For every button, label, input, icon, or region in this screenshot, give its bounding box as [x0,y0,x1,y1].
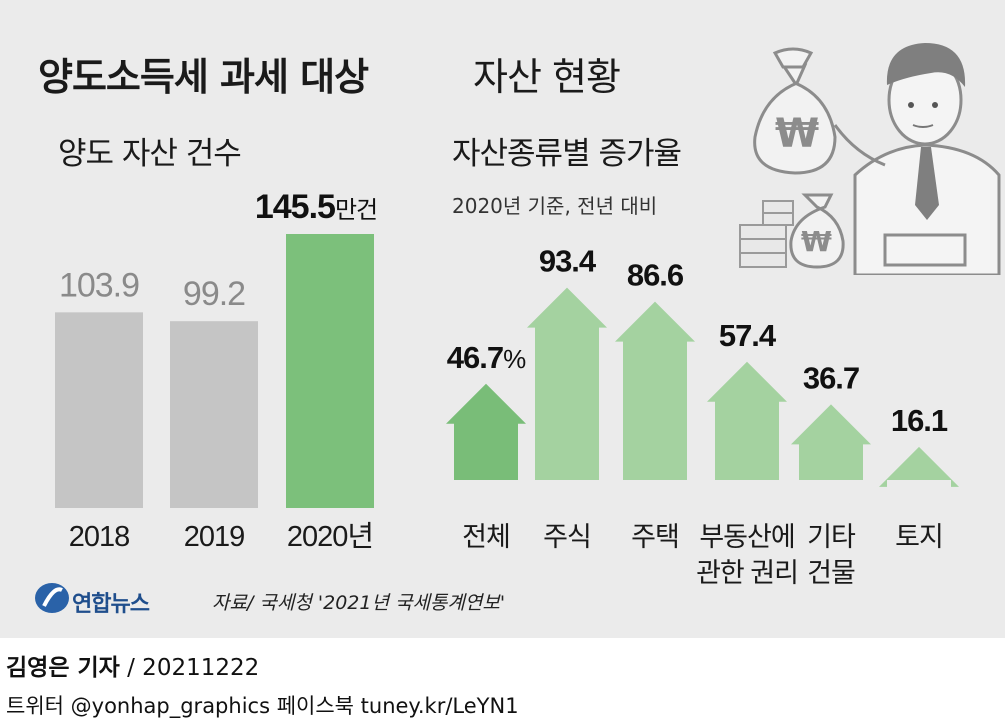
social-links: 트위터 @yonhap_graphics 페이스북 tuney.kr/LeYN1 [6,694,519,718]
category-label: 기타 [807,522,856,552]
arrow-bar-기타 건물 [791,404,871,480]
arrow-bar-부동산에 관한 권리 [707,361,787,480]
percent-sign: % [503,344,526,374]
right-panel-note: 2020년 기준, 전년 대비 [452,194,658,218]
won-sign-small: ₩ [801,225,832,258]
arrow-value-label: 46.7% [447,340,526,375]
bar-value-label: 103.9 [59,266,139,304]
value-unit: 만건 [335,197,377,224]
bar-2018 [55,312,143,508]
charts-canvas: 103.9 2018 99.2 2019 145.5만건 2020년 46.7% 전체 93.… [55,188,959,588]
category-label: 부동산에 [699,522,794,552]
won-sign-large: ₩ [775,111,819,157]
category-label: 주식 [543,522,591,552]
category-label: 2019 [184,521,245,553]
arrow-value-label: 57.4 [719,318,777,353]
publish-date: / 20211222 [127,655,260,681]
yonhap-logo-icon [35,583,69,613]
chart-title: 양도소득세 과세 대상 [38,55,369,99]
arrow-value-label: 16.1 [891,403,948,438]
arrow-bar-토지 [879,446,959,487]
right-panel-subtitle: 자산종류별 증가율 [452,136,682,172]
category-label: 2018 [69,521,130,553]
arrow-bar-전체 [446,383,526,480]
bar-2019 [170,321,258,508]
left-panel-subtitle: 양도 자산 건수 [58,136,242,172]
source-note: 자료/ 국세청 '2021년 국세통계연보' [212,592,506,614]
arrow-value-label: 86.6 [627,258,684,293]
logo-text: 연합뉴스 [72,592,150,617]
arrow-value-label: 93.4 [539,244,597,279]
category-label: 건물 [807,558,855,588]
arrow-bar-주택 [615,301,695,480]
category-label: 관한 권리 [696,558,798,588]
reporter-line: 김영은 기자 / 20211222 [6,648,259,682]
arrow-value-label: 36.7 [803,360,859,395]
bar-value-label: 99.2 [183,275,245,313]
reporter-name: 김영은 기자 [6,655,120,681]
bar-2020년 [286,234,374,508]
bar-value-label: 145.5만건 [255,188,377,226]
chart-title-suffix: 자산 현황 [473,55,621,99]
category-label: 전체 [462,522,510,552]
arrow-bar-주식 [527,287,607,480]
category-label: 2020년 [287,521,373,553]
category-label: 토지 [895,522,943,552]
businessman-money-illustration: ₩ ₩ [735,25,1005,279]
category-label: 주택 [631,522,679,552]
asset-count-bar-chart: 103.9 2018 99.2 2019 145.5만건 2020년 [55,188,378,553]
infographic-card [0,0,1005,638]
